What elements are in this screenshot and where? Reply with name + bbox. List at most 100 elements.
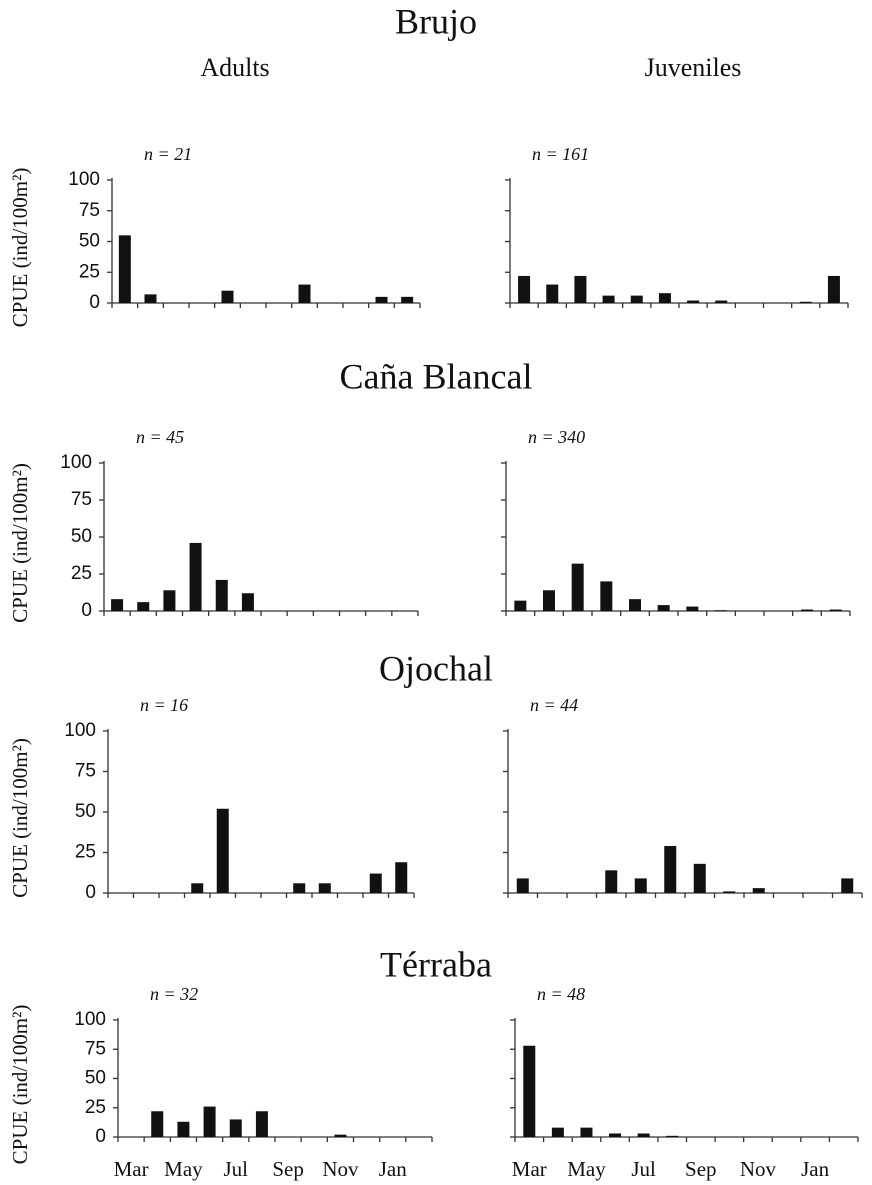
- column-title: Juveniles: [645, 53, 742, 82]
- sample-size: n = 32: [150, 984, 198, 1004]
- bar: [546, 284, 559, 303]
- y-axis-label: CPUE (ind/100m²): [8, 463, 32, 623]
- y-tick-label: 100: [60, 452, 92, 473]
- y-tick-label: 25: [71, 563, 92, 584]
- sample-size: n = 21: [144, 144, 192, 164]
- bar: [395, 862, 408, 893]
- bar: [543, 590, 555, 611]
- bar: [801, 609, 813, 611]
- sample-size: n = 48: [537, 984, 585, 1004]
- y-axis-label: CPUE (ind/100m²): [8, 738, 32, 898]
- bar: [151, 1111, 164, 1137]
- bar: [723, 891, 736, 893]
- bar: [664, 846, 677, 893]
- sample-size: n = 340: [528, 427, 585, 447]
- bar: [609, 1133, 622, 1137]
- x-tick-label: Sep: [272, 1157, 304, 1181]
- y-tick-label: 75: [85, 1038, 106, 1059]
- sample-size: n = 45: [136, 427, 184, 447]
- bar: [799, 301, 812, 303]
- y-tick-label: 50: [71, 526, 92, 547]
- bar: [634, 878, 647, 893]
- bar: [215, 579, 228, 611]
- bar: [177, 1121, 190, 1137]
- x-tick-label: Jan: [801, 1157, 829, 1181]
- bar: [216, 808, 229, 893]
- x-tick-label: Jul: [223, 1157, 248, 1181]
- bar: [571, 563, 584, 611]
- bar: [602, 295, 615, 303]
- y-tick-label: 75: [71, 489, 92, 510]
- bar: [551, 1127, 564, 1137]
- y-tick-label: 25: [79, 261, 100, 282]
- bar: [637, 1133, 650, 1137]
- y-tick-label: 100: [74, 1009, 106, 1030]
- x-tick-label: Mar: [512, 1157, 547, 1181]
- bar: [144, 294, 157, 303]
- bar: [686, 606, 699, 611]
- bar: [841, 878, 854, 893]
- bar: [163, 590, 176, 611]
- x-tick-label: Nov: [322, 1157, 359, 1181]
- bar: [523, 1045, 536, 1137]
- bar: [574, 275, 587, 303]
- bar: [629, 599, 641, 611]
- bar: [241, 593, 254, 611]
- x-tick-label: Jan: [379, 1157, 407, 1181]
- bar: [293, 883, 306, 893]
- bar: [229, 1119, 242, 1137]
- x-tick-label: May: [164, 1157, 203, 1181]
- y-tick-label: 0: [89, 292, 100, 313]
- y-tick-label: 0: [81, 600, 92, 621]
- x-tick-label: Jul: [631, 1157, 656, 1181]
- bar: [111, 599, 124, 611]
- bar: [666, 1135, 679, 1137]
- bar: [827, 275, 840, 303]
- y-axis-label: CPUE (ind/100m²): [8, 168, 32, 328]
- bar: [191, 883, 204, 893]
- x-tick-label: Nov: [740, 1157, 777, 1181]
- bar: [516, 878, 529, 893]
- bar: [334, 1134, 347, 1137]
- site-title: Caña Blancal: [340, 356, 533, 396]
- y-tick-label: 0: [95, 1126, 106, 1147]
- bar: [298, 284, 311, 303]
- bar: [118, 235, 131, 303]
- site-title: Ojochal: [379, 648, 493, 688]
- x-tick-label: Sep: [685, 1157, 717, 1181]
- y-tick-label: 50: [79, 231, 100, 252]
- bar: [580, 1127, 593, 1137]
- x-tick-label: Mar: [114, 1157, 149, 1181]
- bar: [658, 293, 671, 303]
- bar: [687, 300, 700, 303]
- x-tick-label: May: [567, 1157, 606, 1181]
- bar: [630, 295, 643, 303]
- y-tick-label: 100: [68, 169, 100, 190]
- site-title: Brujo: [395, 1, 477, 41]
- bar: [752, 888, 765, 893]
- bar: [600, 581, 613, 611]
- sample-size: n = 44: [530, 695, 578, 715]
- bar: [401, 296, 414, 303]
- y-tick-label: 50: [75, 801, 96, 822]
- y-tick-label: 75: [79, 200, 100, 221]
- bar: [514, 600, 527, 611]
- bar: [369, 873, 382, 893]
- bar: [657, 605, 670, 611]
- sample-size: n = 161: [532, 144, 589, 164]
- bar: [715, 610, 727, 611]
- site-title: Térraba: [380, 944, 492, 984]
- bar: [318, 883, 331, 893]
- y-tick-label: 50: [85, 1068, 106, 1089]
- bar: [518, 275, 531, 303]
- bar: [693, 863, 706, 893]
- column-title: Adults: [200, 53, 269, 82]
- bar: [605, 870, 618, 893]
- sample-size: n = 16: [140, 695, 188, 715]
- bar: [829, 609, 842, 611]
- y-tick-label: 75: [75, 761, 96, 782]
- bar: [189, 542, 202, 611]
- bar: [715, 300, 728, 303]
- bar: [375, 296, 388, 303]
